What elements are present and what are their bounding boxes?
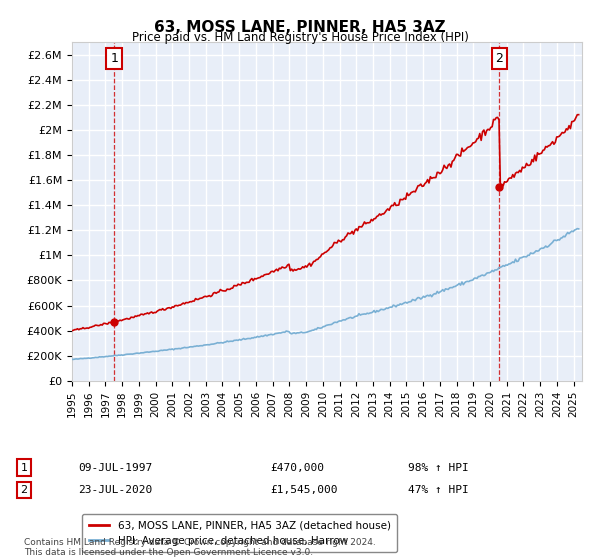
Text: Contains HM Land Registry data © Crown copyright and database right 2024.
This d: Contains HM Land Registry data © Crown c… (24, 538, 376, 557)
Legend: 63, MOSS LANE, PINNER, HA5 3AZ (detached house), HPI: Average price, detached ho: 63, MOSS LANE, PINNER, HA5 3AZ (detached… (82, 514, 397, 552)
Text: 2: 2 (495, 52, 503, 65)
Text: 23-JUL-2020: 23-JUL-2020 (78, 485, 152, 495)
Text: 98% ↑ HPI: 98% ↑ HPI (408, 463, 469, 473)
Text: £470,000: £470,000 (270, 463, 324, 473)
Text: 09-JUL-1997: 09-JUL-1997 (78, 463, 152, 473)
Text: Price paid vs. HM Land Registry's House Price Index (HPI): Price paid vs. HM Land Registry's House … (131, 31, 469, 44)
Text: 1: 1 (110, 52, 118, 65)
Text: 47% ↑ HPI: 47% ↑ HPI (408, 485, 469, 495)
Text: 2: 2 (20, 485, 28, 495)
Text: £1,545,000: £1,545,000 (270, 485, 337, 495)
Text: 63, MOSS LANE, PINNER, HA5 3AZ: 63, MOSS LANE, PINNER, HA5 3AZ (154, 20, 446, 35)
Text: 1: 1 (20, 463, 28, 473)
